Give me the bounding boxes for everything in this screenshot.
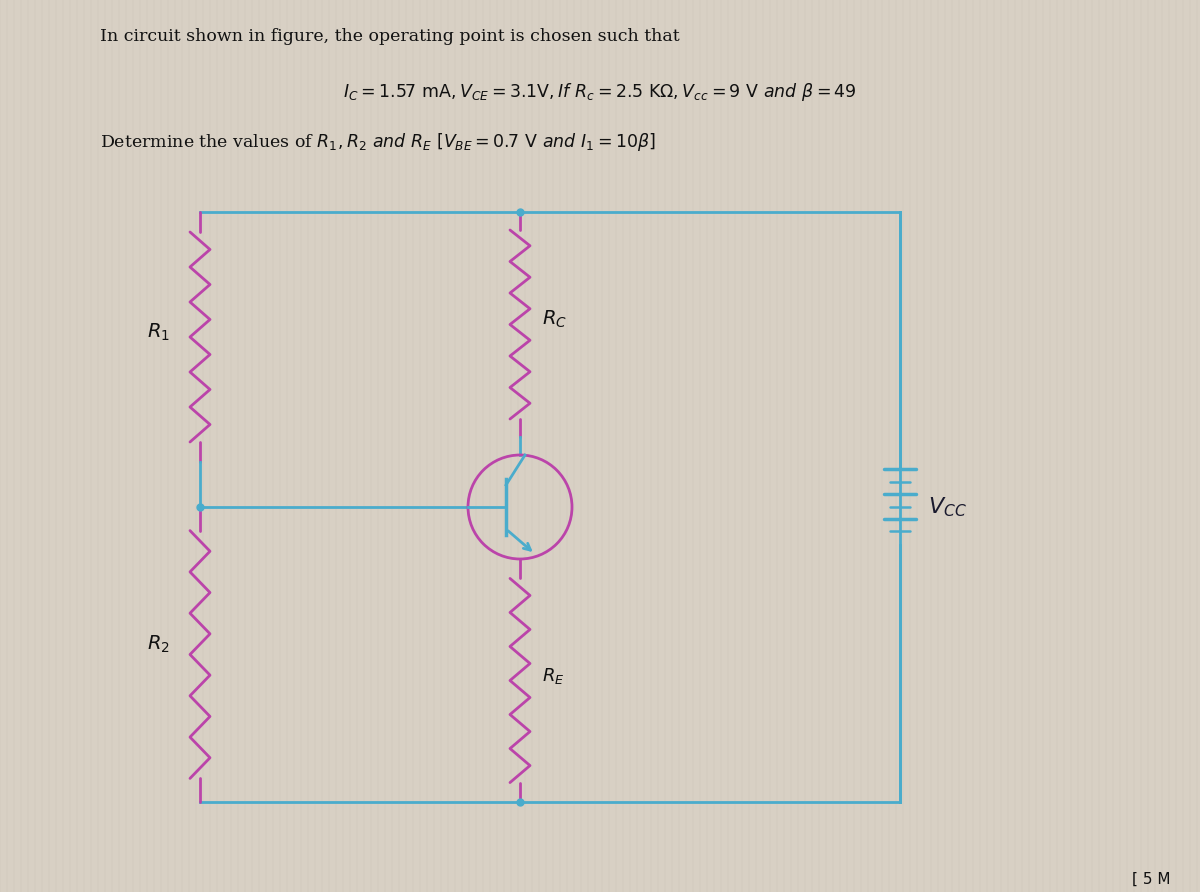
Text: $R_1$: $R_1$: [148, 321, 170, 343]
Text: Determine the values of $R_1, R_2\ \mathit{and}\ R_E\ [V_{BE} = 0.7\ \mathrm{V}\: Determine the values of $R_1, R_2\ \math…: [100, 131, 655, 153]
Text: $R_2$: $R_2$: [148, 634, 170, 655]
Text: $I_C = 1.57\ \mathrm{mA}, V_{CE} = 3.1\mathrm{V}, If\ R_c = 2.5\ \mathrm{K}\Omeg: $I_C = 1.57\ \mathrm{mA}, V_{CE} = 3.1\m…: [343, 81, 857, 103]
Text: $V_{CC}$: $V_{CC}$: [928, 495, 967, 519]
Text: In circuit shown in figure, the operating point is chosen such that: In circuit shown in figure, the operatin…: [100, 29, 679, 45]
Text: $R_E$: $R_E$: [542, 665, 564, 685]
Text: $R_C$: $R_C$: [542, 309, 568, 330]
Text: [ 5 M: [ 5 M: [1132, 872, 1170, 887]
